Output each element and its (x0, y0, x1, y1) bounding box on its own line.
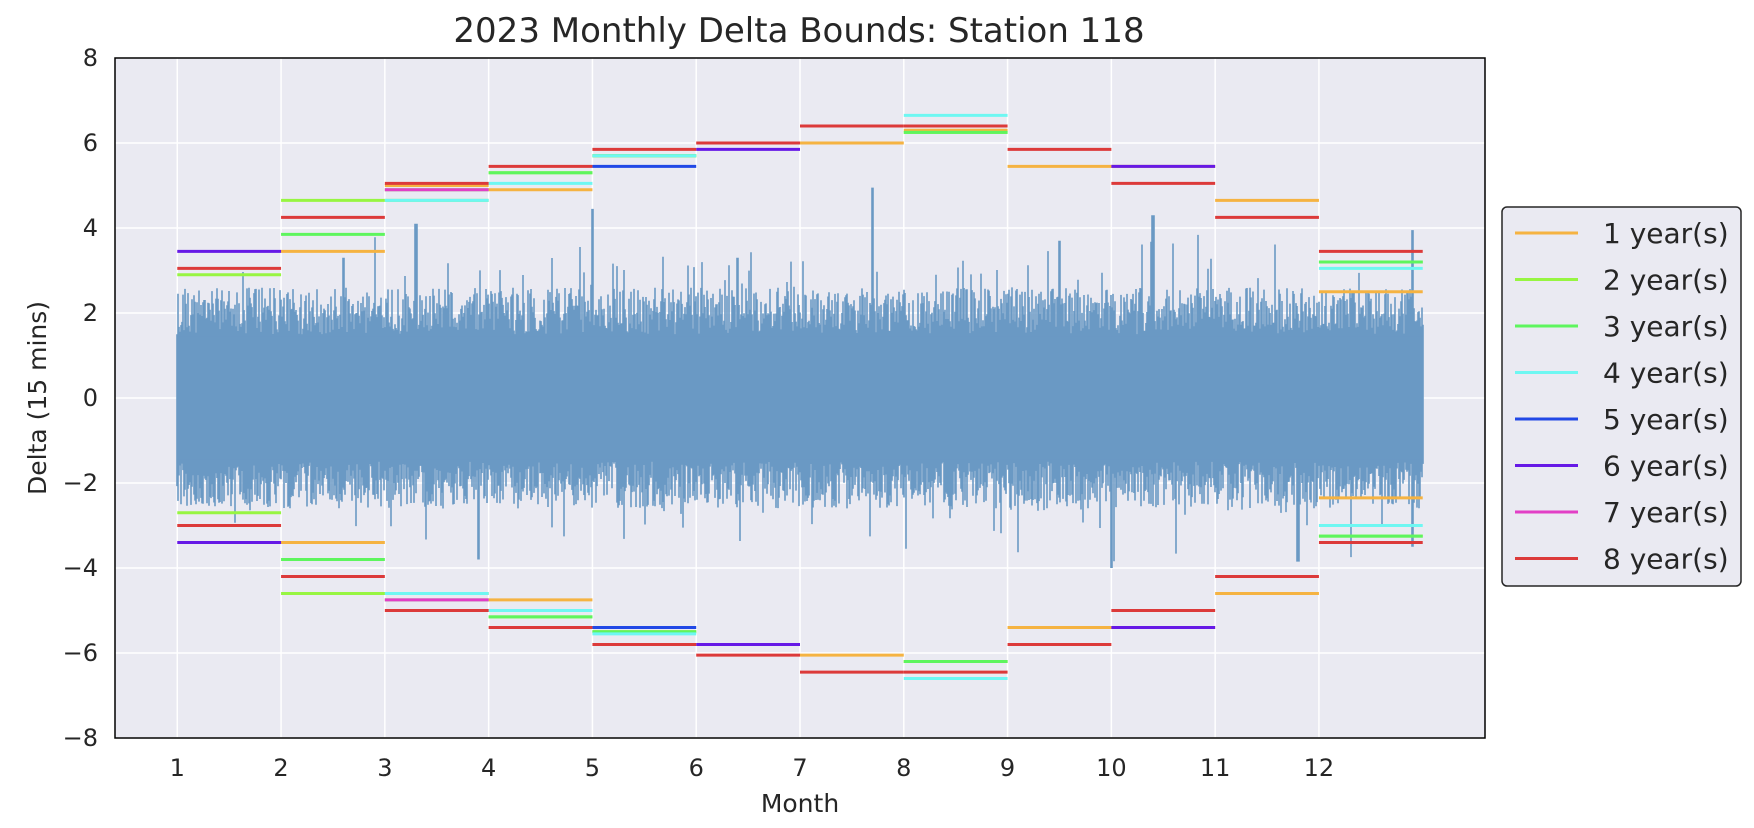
x-tick-label: 5 (585, 754, 600, 782)
x-tick-label: 8 (896, 754, 911, 782)
x-tick-label: 9 (1000, 754, 1015, 782)
x-tick-label: 10 (1096, 754, 1127, 782)
y-tick-label: −6 (63, 639, 98, 667)
y-tick-label: 0 (83, 384, 98, 412)
y-tick-labels: −8 −6 −4 −2 0 2 4 6 8 (63, 44, 98, 752)
legend-label: 2 year(s) (1603, 264, 1729, 297)
legend-label: 4 year(s) (1603, 357, 1729, 390)
x-tick-label: 3 (377, 754, 392, 782)
plot-frame (114, 57, 1486, 739)
legend: 1 year(s) 2 year(s) 3 year(s) 4 year(s) 5 ye… (1501, 206, 1742, 587)
legend-label: 8 year(s) (1603, 543, 1729, 576)
y-tick-label: −2 (63, 469, 98, 497)
y-tick-label: 2 (83, 299, 98, 327)
legend-label: 1 year(s) (1603, 217, 1729, 250)
legend-label: 5 year(s) (1603, 403, 1729, 436)
x-tick-label: 6 (689, 754, 704, 782)
x-tick-label: 4 (481, 754, 496, 782)
x-tick-label: 1 (170, 754, 185, 782)
delta-signal (176, 187, 1424, 568)
x-tick-label: 11 (1200, 754, 1231, 782)
bound-lines (177, 113, 1423, 680)
legend-label: 3 year(s) (1603, 310, 1729, 343)
chart-title: 2023 Monthly Delta Bounds: Station 118 (453, 11, 1144, 51)
y-tick-label: 4 (83, 214, 98, 242)
x-tick-label: 12 (1304, 754, 1335, 782)
y-tick-label: 6 (83, 129, 98, 157)
x-tick-label: 2 (273, 754, 288, 782)
x-axis-label: Month (761, 789, 839, 818)
y-tick-label: −8 (63, 724, 98, 752)
x-tick-label: 7 (792, 754, 807, 782)
y-tick-label: 8 (83, 44, 98, 72)
legend-label: 6 year(s) (1603, 450, 1729, 483)
signal-core (177, 336, 1423, 460)
y-tick-label: −4 (63, 554, 98, 582)
legend-label: 7 year(s) (1603, 496, 1729, 529)
legend-box (1501, 206, 1742, 587)
y-axis-label: Delta (15 mins) (23, 301, 52, 495)
x-tick-labels: 1 2 3 4 5 6 7 8 9 10 11 12 (170, 754, 1335, 782)
